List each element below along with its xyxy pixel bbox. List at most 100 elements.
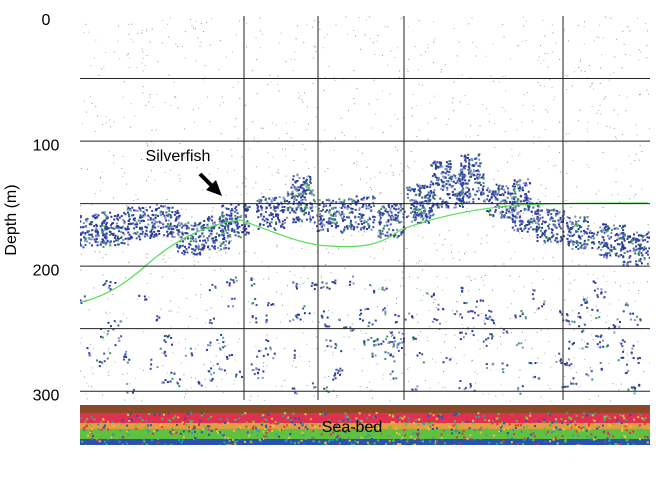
echo-dot bbox=[103, 211, 106, 214]
noise-dot bbox=[348, 336, 350, 338]
echo-dot bbox=[391, 205, 394, 208]
noise-dot bbox=[538, 56, 540, 58]
noise-dot bbox=[193, 256, 195, 258]
echo-dot bbox=[95, 228, 98, 231]
echo-dot bbox=[518, 183, 521, 186]
echo-dot bbox=[485, 363, 488, 366]
noise-dot bbox=[320, 275, 322, 277]
echo-dot bbox=[179, 378, 182, 381]
seabed-dot bbox=[462, 443, 465, 445]
echo-dot bbox=[530, 362, 533, 365]
echo-dot bbox=[360, 220, 363, 223]
echo-dot bbox=[96, 232, 99, 235]
echo-dot bbox=[391, 214, 394, 217]
echo-dot bbox=[512, 195, 515, 198]
echo-dot bbox=[592, 280, 595, 283]
echo-dot bbox=[152, 218, 155, 221]
noise-dot bbox=[421, 84, 423, 86]
noise-dot bbox=[364, 231, 366, 233]
echo-dot bbox=[246, 220, 249, 223]
noise-dot bbox=[649, 362, 650, 364]
echo-dot bbox=[418, 194, 421, 197]
echo-dot bbox=[343, 199, 346, 202]
noise-dot bbox=[303, 42, 305, 44]
echo-dot bbox=[602, 236, 605, 239]
noise-dot bbox=[406, 68, 408, 70]
echo-dot bbox=[584, 345, 587, 348]
echo-dot bbox=[83, 295, 86, 298]
noise-dot bbox=[389, 279, 391, 281]
echo-dot bbox=[213, 371, 216, 374]
seabed-dot bbox=[604, 439, 607, 442]
echo-dot bbox=[491, 335, 494, 338]
echo-dot bbox=[440, 165, 443, 168]
noise-dot bbox=[330, 325, 332, 327]
echo-dot bbox=[225, 207, 228, 210]
seabed-dot bbox=[278, 422, 281, 425]
noise-dot bbox=[396, 149, 398, 151]
noise-dot bbox=[390, 335, 392, 337]
echo-dot bbox=[368, 226, 371, 229]
echo-dot bbox=[614, 253, 617, 256]
noise-dot bbox=[292, 365, 294, 367]
noise-dot bbox=[274, 305, 276, 307]
echo-dot bbox=[103, 241, 106, 244]
echo-dot bbox=[489, 209, 492, 212]
echo-dot bbox=[431, 320, 434, 323]
noise-dot bbox=[424, 51, 426, 53]
echo-dot bbox=[334, 215, 337, 218]
echo-dot bbox=[507, 190, 510, 193]
seabed-dot bbox=[596, 427, 599, 430]
echo-dot bbox=[363, 227, 366, 230]
echo-dot bbox=[319, 218, 322, 221]
echo-dot bbox=[389, 373, 392, 376]
echo-dot bbox=[277, 204, 280, 207]
echo-dot bbox=[105, 215, 108, 218]
noise-dot bbox=[299, 286, 301, 288]
noise-dot bbox=[492, 80, 494, 82]
echo-dot bbox=[245, 215, 248, 218]
noise-dot bbox=[107, 372, 109, 374]
echo-dot bbox=[84, 231, 87, 234]
echo-dot bbox=[222, 234, 225, 237]
noise-dot bbox=[525, 339, 527, 341]
echo-dot bbox=[374, 354, 377, 357]
noise-dot bbox=[145, 179, 147, 181]
echo-dot bbox=[623, 252, 626, 255]
noise-dot bbox=[377, 34, 379, 36]
noise-dot bbox=[370, 389, 372, 391]
echo-dot bbox=[379, 234, 382, 237]
echo-dot bbox=[309, 207, 312, 210]
noise-dot bbox=[397, 118, 399, 120]
echo-dot bbox=[382, 308, 385, 311]
echo-dot bbox=[591, 378, 594, 381]
echo-dot bbox=[309, 189, 312, 192]
echo-dot bbox=[379, 221, 382, 224]
noise-dot bbox=[313, 45, 315, 47]
noise-dot bbox=[361, 370, 363, 372]
echo-dot bbox=[583, 300, 586, 303]
echo-dot bbox=[107, 227, 110, 230]
echo-dot bbox=[482, 340, 485, 343]
echo-dot bbox=[562, 235, 565, 238]
seabed-dot bbox=[270, 429, 273, 432]
echo-dot bbox=[210, 379, 213, 382]
echo-dot bbox=[218, 226, 221, 229]
echo-dot bbox=[534, 228, 537, 231]
echo-dot bbox=[494, 196, 497, 199]
noise-dot bbox=[202, 31, 204, 33]
echo-dot bbox=[103, 219, 106, 222]
noise-dot bbox=[333, 76, 335, 78]
echo-dot bbox=[626, 235, 629, 238]
echo-dot bbox=[133, 217, 136, 220]
noise-dot bbox=[314, 223, 316, 225]
echo-dot bbox=[398, 341, 401, 344]
echo-dot bbox=[530, 226, 533, 229]
echo-dot bbox=[167, 219, 170, 222]
echo-dot bbox=[343, 228, 346, 231]
echo-dot bbox=[80, 214, 82, 217]
seabed-dot bbox=[118, 422, 121, 425]
echo-dot bbox=[141, 207, 144, 210]
noise-dot bbox=[442, 386, 444, 388]
echo-dot bbox=[503, 188, 506, 191]
